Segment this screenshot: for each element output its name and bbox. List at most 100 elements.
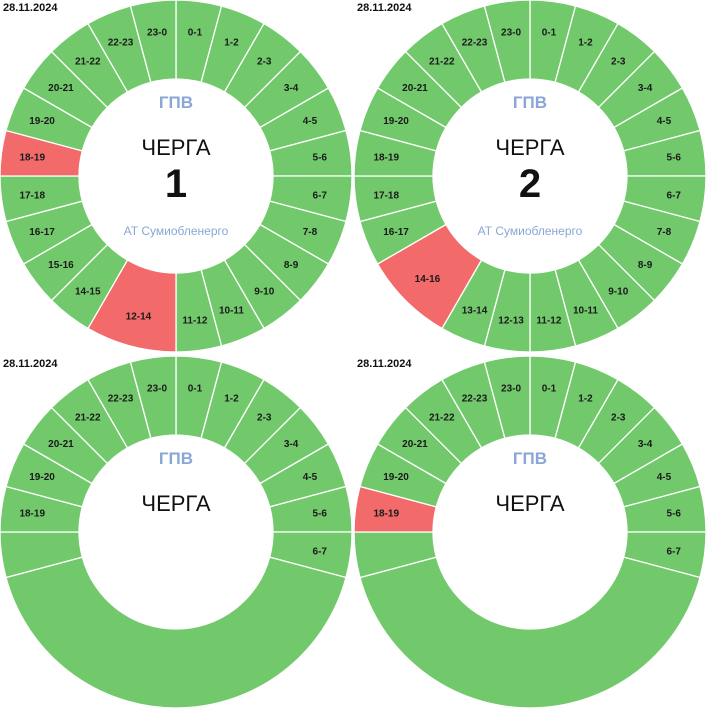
segment-23-0 — [483, 0, 531, 84]
segment-label: 6-7 — [667, 190, 682, 201]
segment-label: 18-19 — [373, 153, 399, 164]
segment-label: 15-16 — [48, 260, 74, 271]
queue-number: 1 — [165, 162, 187, 206]
segment-label: 11-12 — [182, 315, 207, 326]
segment-label: 17-18 — [373, 190, 399, 201]
segment-label: 18-19 — [373, 509, 399, 520]
center-disc — [80, 80, 272, 272]
cherga-label: ЧЕРГА — [495, 491, 564, 516]
segment-label: 4-5 — [303, 116, 318, 127]
schedule-ring-2: 0-1 1-2 2-3 3-4 4-5 5-6 6-7 7-8 8-9 9-10 10-11 11-1… — [353, 0, 707, 353]
segment-23-0 — [483, 355, 531, 440]
segment-label: 22-23 — [462, 38, 488, 49]
segment-label: 22-23 — [108, 394, 134, 405]
gpv-label: ГПВ — [159, 449, 193, 468]
schedule-panel-3: 0-1 1-2 2-3 3-4 4-5 5-6 6-7 18-19 19-20 20-21 21-2… — [0, 355, 353, 708]
segment-label: 21-22 — [75, 412, 101, 423]
segment-label: 10-11 — [219, 305, 244, 316]
segment-label: 4-5 — [303, 472, 318, 483]
segment-23-0 — [129, 355, 177, 440]
segment-label: 5-6 — [313, 153, 328, 164]
segment-label: 19-20 — [29, 472, 55, 483]
segment-label: 23-0 — [147, 28, 167, 39]
segment-label: 3-4 — [284, 83, 299, 94]
schedule-panel-2: 0-1 1-2 2-3 3-4 4-5 5-6 6-7 7-8 8-9 9-10 10-11 11-1… — [353, 0, 707, 353]
segment-label: 12-13 — [498, 315, 524, 326]
cherga-label: ЧЕРГА — [495, 135, 564, 160]
segment-label: 22-23 — [108, 38, 134, 49]
segment-label: 7-8 — [303, 227, 318, 238]
segment-label: 6-7 — [313, 546, 328, 557]
segment-label: 3-4 — [638, 83, 653, 94]
segment-label: 0-1 — [542, 28, 557, 39]
segment-label: 16-17 — [383, 227, 409, 238]
segment-label: 10-11 — [573, 305, 598, 316]
segment-label: 1-2 — [224, 394, 239, 405]
schedule-date: 28.11.2024 — [3, 358, 58, 370]
segment-label: 1-2 — [224, 38, 239, 49]
segment-label: 21-22 — [429, 412, 455, 423]
segment-label: 2-3 — [257, 56, 272, 67]
segment-label: 20-21 — [402, 439, 428, 450]
schedule-ring-4: 0-1 1-2 2-3 3-4 4-5 5-6 6-7 18-19 19-20 20-21 21-2… — [353, 355, 707, 708]
segment-label: 20-21 — [48, 83, 74, 94]
segment-label: 2-3 — [257, 412, 272, 423]
segment-label: 8-9 — [638, 260, 653, 271]
segment-label: 20-21 — [402, 83, 428, 94]
segment-label: 5-6 — [313, 509, 328, 520]
cherga-label: ЧЕРГА — [141, 491, 210, 516]
segment-label: 3-4 — [638, 439, 653, 450]
schedule-date: 28.11.2024 — [357, 358, 412, 370]
segment-label: 0-1 — [188, 28, 203, 39]
schedule-panel-4: 0-1 1-2 2-3 3-4 4-5 5-6 6-7 18-19 19-20 20-21 21-2… — [353, 355, 707, 708]
schedule-date: 28.11.2024 — [357, 2, 412, 14]
segment-label: 3-4 — [284, 439, 299, 450]
schedule-panel-1: 0-1 1-2 2-3 3-4 4-5 5-6 6-7 7-8 8-9 9-10 10-11 11-1… — [0, 0, 353, 353]
segment-label: 23-0 — [147, 384, 167, 395]
schedule-ring-3: 0-1 1-2 2-3 3-4 4-5 5-6 6-7 18-19 19-20 20-21 21-2… — [0, 355, 353, 708]
segment-label: 16-17 — [29, 227, 55, 238]
segment-label: 12-14 — [126, 312, 152, 323]
organization-label: АТ Сумиобленерго — [478, 224, 583, 238]
segment-label: 19-20 — [383, 116, 409, 127]
segment-label: 6-7 — [667, 546, 682, 557]
gpv-label: ГПВ — [513, 449, 547, 468]
segment-label: 17-18 — [19, 190, 45, 201]
segment-label: 9-10 — [254, 287, 274, 298]
segment-label: 4-5 — [657, 472, 672, 483]
segment-label: 23-0 — [501, 384, 521, 395]
segment-label: 18-19 — [19, 153, 45, 164]
center-disc — [434, 80, 626, 272]
cherga-label: ЧЕРГА — [141, 135, 210, 160]
schedule-date: 28.11.2024 — [3, 2, 58, 14]
segment-label: 23-0 — [501, 28, 521, 39]
segment-label: 19-20 — [383, 472, 409, 483]
segment-label: 13-14 — [462, 305, 488, 316]
segment-label: 9-10 — [608, 287, 628, 298]
segment-label: 2-3 — [611, 56, 626, 67]
segment-label: 22-23 — [462, 394, 488, 405]
segment-label: 6-7 — [313, 190, 328, 201]
segment-label: 5-6 — [667, 153, 682, 164]
segment-label: 0-1 — [188, 384, 203, 395]
segment-23-0 — [129, 0, 177, 84]
schedule-ring-1: 0-1 1-2 2-3 3-4 4-5 5-6 6-7 7-8 8-9 9-10 10-11 11-1… — [0, 0, 353, 353]
segment-label: 18-19 — [19, 509, 45, 520]
segment-label: 5-6 — [667, 509, 682, 520]
segment-label: 21-22 — [75, 56, 101, 67]
organization-label: АТ Сумиобленерго — [124, 224, 229, 238]
segment-label: 20-21 — [48, 439, 74, 450]
segment-label: 1-2 — [578, 38, 593, 49]
segment-label: 1-2 — [578, 394, 593, 405]
segment-label: 14-16 — [415, 274, 441, 285]
gpv-label: ГПВ — [513, 93, 547, 112]
gpv-label: ГПВ — [159, 93, 193, 112]
queue-number: 2 — [519, 162, 541, 206]
segment-label: 19-20 — [29, 116, 55, 127]
segment-label: 11-12 — [536, 315, 561, 326]
segment-label: 4-5 — [657, 116, 672, 127]
segment-label: 21-22 — [429, 56, 455, 67]
segment-label: 2-3 — [611, 412, 626, 423]
segment-label: 8-9 — [284, 260, 299, 271]
segment-label: 0-1 — [542, 384, 557, 395]
